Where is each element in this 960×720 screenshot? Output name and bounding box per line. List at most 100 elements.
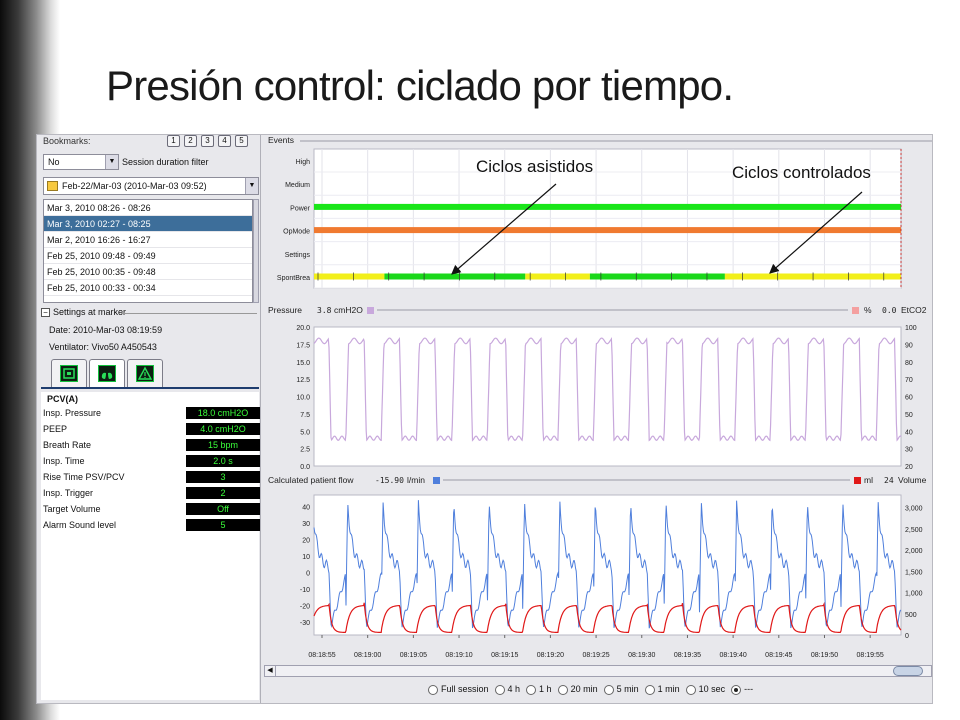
session-range-value: Feb-22/Mar-03 (2010-Mar-03 09:52) (62, 181, 207, 191)
bookmark-button-1[interactable]: 1 (167, 135, 180, 147)
range-option[interactable]: 1 h (526, 684, 552, 695)
events-row-label: SpontBrea (277, 275, 310, 282)
etco2-value: 0.0 (882, 306, 897, 315)
time-axis-label: 08:19:00 (354, 652, 381, 659)
flow-tick-label: 40 (302, 505, 310, 512)
session-list-item[interactable]: Feb 25, 2010 00:33 - 00:34 (44, 280, 252, 296)
bookmark-button-2[interactable]: 2 (184, 135, 197, 147)
collapse-icon[interactable]: − (41, 308, 50, 317)
param-value: 2.0 s (186, 455, 260, 467)
session-list-item-selected[interactable]: Mar 3, 2010 02:27 - 08:25 (44, 216, 252, 232)
flow-tick-label: 10 (302, 554, 310, 561)
time-axis-label: 08:19:10 (445, 652, 472, 659)
radio-button[interactable] (428, 684, 438, 695)
param-row: Insp. Pressure 18.0 cmH2O (41, 406, 260, 420)
session-list-item[interactable]: Feb 25, 2010 00:35 - 09:48 (44, 264, 252, 280)
flow-unit: l/min (407, 475, 425, 485)
etco2-tick-label: 20 (905, 464, 913, 471)
alarm-triangle-icon (136, 365, 154, 382)
session-list-item[interactable]: Mar 2, 2010 16:26 - 16:27 (44, 232, 252, 248)
radio-button[interactable] (494, 684, 505, 695)
ventilation-mode: PCV(A) (47, 394, 78, 404)
range-option[interactable]: Full session (428, 684, 489, 695)
range-option[interactable]: 10 sec (685, 684, 726, 695)
power-event-bar (314, 203, 901, 210)
range-option[interactable]: 20 min (557, 684, 598, 695)
param-label: Alarm Sound level (43, 520, 117, 530)
chevron-left-icon[interactable]: ◀ (265, 666, 276, 676)
range-option[interactable]: 4 h (494, 684, 520, 695)
range-option-label: 10 sec (698, 684, 726, 695)
session-list-item[interactable]: Mar 3, 2010 08:26 - 08:26 (44, 200, 252, 216)
annotation-controlled-cycles: Ciclos controlados (732, 163, 871, 182)
radio-button[interactable] (526, 684, 537, 695)
timeline-scroll-thumb[interactable] (893, 666, 923, 676)
bookmark-button-5[interactable]: 5 (235, 135, 248, 147)
param-row: Rise Time PSV/PCV 3 (41, 470, 260, 484)
range-option-label: 1 min (657, 684, 680, 695)
time-axis-label: 08:19:35 (674, 652, 701, 659)
session-duration-filter-value: No (48, 157, 60, 167)
settings-at-marker-header[interactable]: − Settings at marker (41, 307, 259, 319)
waveform-charts[interactable]: High Medium Power OpMode Settings SpontBrea 20… (262, 135, 933, 663)
volume-tick-label: 2,500 (905, 527, 923, 534)
param-row: PEEP 4.0 cmH2O (41, 422, 260, 436)
session-range-picker[interactable]: Feb-22/Mar-03 (2010-Mar-03 09:52) ▼ (43, 177, 259, 195)
settings-at-marker-title: Settings at marker (53, 307, 127, 317)
etco2-tick-label: 90 (905, 342, 913, 349)
time-range-selector: Full session 4 h 1 h 20 min 5 min 1 min 10 sec… (428, 684, 759, 698)
pressure-tick-label: 2.5 (300, 447, 310, 454)
range-option-label: 20 min (570, 684, 598, 695)
pressure-tick-label: 17.5 (296, 342, 310, 349)
pressure-unit: cmH2O (334, 305, 363, 315)
bookmark-button-4[interactable]: 4 (218, 135, 231, 147)
session-list-scrollbar[interactable] (253, 199, 259, 303)
range-option-label: --- (744, 684, 754, 695)
spontbrea-event-segment (589, 273, 725, 280)
divider (121, 313, 257, 314)
param-label: PEEP (43, 424, 68, 434)
spontbrea-event-segment (384, 273, 526, 280)
session-list[interactable]: Mar 3, 2010 08:26 - 08:26 Mar 3, 2010 02… (43, 199, 253, 303)
tabs-baseline (41, 387, 259, 389)
time-axis-label: 08:19:45 (765, 652, 792, 659)
flow-value: -15.90 (375, 476, 404, 485)
pressure-tick-label: 20.0 (296, 325, 310, 332)
range-option-label: 5 min (616, 684, 639, 695)
radio-button[interactable] (603, 684, 614, 695)
timeline-scrollbar[interactable]: ◀ (264, 665, 932, 677)
radio-button[interactable] (644, 684, 655, 695)
flow-tick-label: 30 (302, 521, 310, 528)
tab-lungs[interactable] (89, 359, 125, 387)
flow-waveform (313, 500, 902, 629)
events-row-label: Power (290, 205, 311, 212)
range-option[interactable]: 1 min (644, 684, 680, 695)
range-option[interactable]: 5 min (603, 684, 639, 695)
session-list-item[interactable]: Feb 25, 2010 09:48 - 09:49 (44, 248, 252, 264)
pressure-plot-area (313, 326, 902, 467)
range-option[interactable]: --- (731, 684, 753, 695)
chevron-down-icon: ▼ (105, 155, 118, 169)
session-duration-filter-label: Session duration filter (122, 157, 209, 167)
time-axis-label: 08:19:15 (491, 652, 518, 659)
session-sidebar: Bookmarks: 1 2 3 4 5 No ▼ Session durati… (37, 135, 261, 703)
bookmark-button-3[interactable]: 3 (201, 135, 214, 147)
etco2-tick-label: 70 (905, 377, 913, 384)
param-value: 4.0 cmH2O (186, 423, 260, 435)
radio-button[interactable] (557, 684, 568, 695)
events-row-label: Settings (285, 252, 311, 259)
flow-swatch (433, 477, 440, 484)
tab-monitor[interactable] (51, 359, 87, 387)
tab-alarms[interactable] (127, 359, 163, 387)
time-axis-label: 08:19:20 (537, 652, 564, 659)
volume-swatch (854, 477, 861, 484)
session-duration-filter-select[interactable]: No ▼ (43, 154, 119, 170)
annotation-assisted-cycles: Ciclos asistidos (476, 157, 594, 176)
radio-button[interactable] (685, 684, 696, 695)
pressure-waveform (313, 336, 902, 442)
param-row: Insp. Trigger 2 (41, 486, 260, 500)
etco2-swatch (852, 307, 859, 314)
radio-button[interactable] (731, 684, 742, 695)
bookmarks-label: Bookmarks: (43, 136, 91, 146)
waveform-area: High Medium Power OpMode Settings SpontBrea 20… (262, 135, 933, 703)
